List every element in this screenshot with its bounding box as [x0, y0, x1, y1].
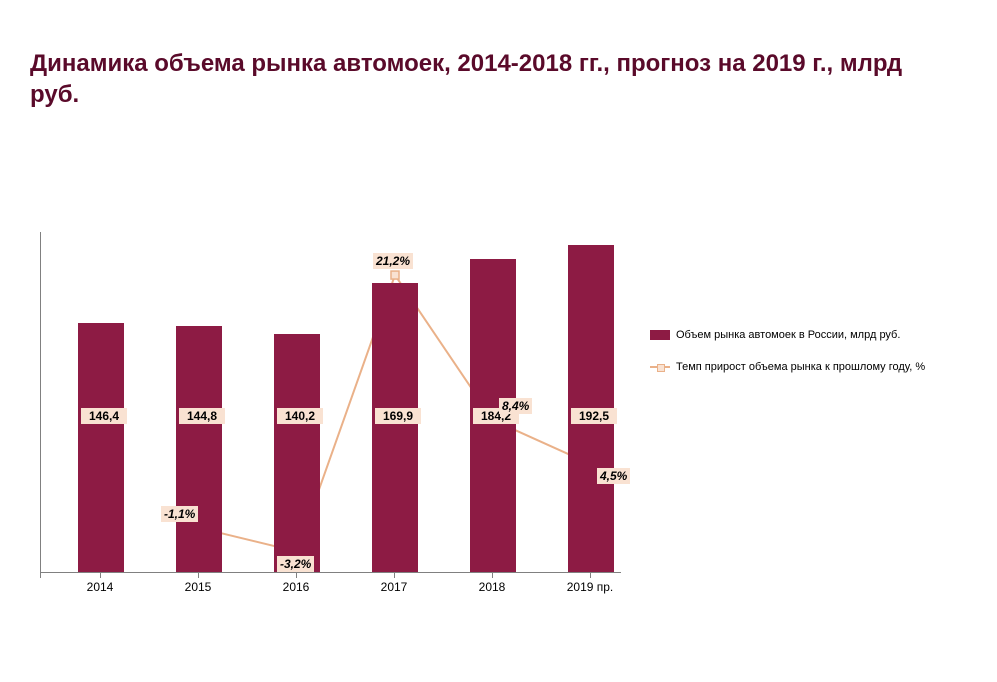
legend-swatch-line: [650, 362, 670, 372]
x-tick-label: 2018: [462, 580, 522, 594]
legend-text-line: Темп прирост объема рынка к прошлому год…: [676, 360, 925, 374]
bar: [372, 283, 418, 572]
x-tick-mark: [296, 572, 297, 578]
line-value-label: 4,5%: [597, 468, 630, 484]
line-value-label: 8,4%: [499, 398, 532, 414]
line-marker: [391, 271, 399, 279]
chart-title-text: Динамика объема рынка автомоек, 2014-201…: [30, 50, 902, 108]
legend-item-line: Темп прирост объема рынка к прошлому год…: [650, 360, 980, 374]
legend-item-bars: Объем рынка автомоек в России, млрд руб.: [650, 328, 980, 342]
bar-value-label: 140,2: [277, 408, 323, 424]
legend-text-bars: Объем рынка автомоек в России, млрд руб.: [676, 328, 900, 342]
line-value-label: -1,1%: [161, 506, 198, 522]
chart-area: 146,4144,8140,2169,9184,2192,5-1,1%-3,2%…: [40, 232, 620, 612]
bar-value-label: 144,8: [179, 408, 225, 424]
bar-value-label: 169,9: [375, 408, 421, 424]
bar: [78, 323, 124, 572]
x-tick-mark: [40, 572, 41, 578]
legend-swatch-bar: [650, 330, 670, 340]
x-tick-mark: [590, 572, 591, 578]
bar: [176, 326, 222, 572]
line-value-label: -3,2%: [277, 556, 314, 572]
bar-value-label: 192,5: [571, 408, 617, 424]
x-tick-mark: [100, 572, 101, 578]
x-tick-label: 2014: [70, 580, 130, 594]
bar-value-label: 146,4: [81, 408, 127, 424]
line-series-svg: [41, 232, 621, 572]
line-value-label: 21,2%: [373, 253, 413, 269]
x-tick-mark: [492, 572, 493, 578]
plot-region: 146,4144,8140,2169,9184,2192,5-1,1%-3,2%…: [40, 232, 621, 573]
x-tick-label: 2015: [168, 580, 228, 594]
legend: Объем рынка автомоек в России, млрд руб.…: [650, 328, 980, 393]
chart-title: Динамика объема рынка автомоек, 2014-201…: [30, 48, 930, 110]
bar: [274, 334, 320, 572]
x-tick-label: 2016: [266, 580, 326, 594]
x-tick-mark: [394, 572, 395, 578]
x-tick-mark: [198, 572, 199, 578]
x-tick-label: 2019 пр.: [560, 580, 620, 594]
x-tick-label: 2017: [364, 580, 424, 594]
